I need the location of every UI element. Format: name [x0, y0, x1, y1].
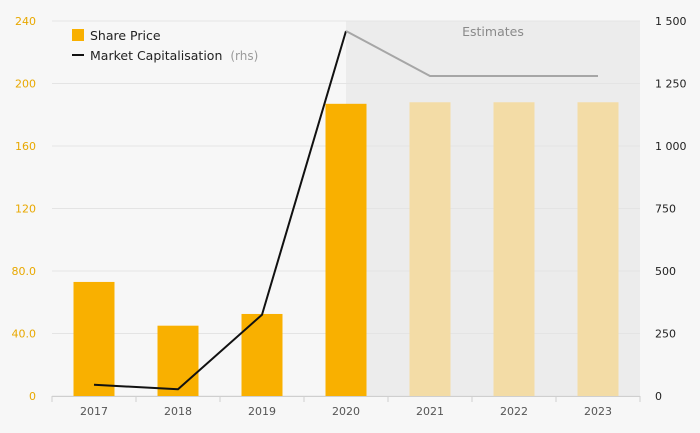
x-axis: 2017 2018 2019 2020 2021 2022 2023 — [51, 396, 641, 418]
y-left-tick-label: 40.0 — [12, 328, 37, 341]
market-cap-line-actual — [93, 30, 347, 391]
legend-market-cap-unit: (rhs) — [230, 49, 258, 63]
y-left-tick-label: 200 — [15, 78, 36, 91]
market-cap-line — [93, 30, 598, 391]
share-price-bar — [325, 103, 367, 396]
x-tick-label: 2017 — [80, 405, 108, 418]
legend: Share Price Market Capitalisation (rhs) — [72, 28, 258, 63]
estimates-label: Estimates — [462, 24, 524, 39]
share-price-bar — [493, 102, 535, 396]
share-price-bar — [73, 281, 115, 396]
x-tick-label: 2018 — [164, 405, 192, 418]
legend-share-price-swatch — [72, 29, 84, 41]
x-tick-label: 2020 — [332, 405, 360, 418]
x-tick-label: 2021 — [416, 405, 444, 418]
legend-market-cap-label: Market Capitalisation (rhs) — [90, 48, 258, 63]
right-axis: 0 250 500 750 1 000 1 250 1 500 — [655, 15, 687, 403]
left-axis: 0 40.0 80.0 120 160 200 240 — [12, 15, 37, 403]
y-left-tick-label: 240 — [15, 15, 36, 28]
y-right-tick-label: 1 000 — [655, 140, 687, 153]
x-tick-label: 2023 — [584, 405, 612, 418]
y-right-tick-label: 1 250 — [655, 78, 687, 91]
y-left-tick-label: 120 — [15, 203, 36, 216]
share-price-bar — [409, 102, 451, 396]
y-right-tick-label: 750 — [655, 203, 676, 216]
y-right-tick-label: 0 — [655, 390, 662, 403]
market-cap-line-estimate — [345, 30, 598, 77]
y-left-tick-label: 80.0 — [12, 265, 37, 278]
y-right-tick-label: 250 — [655, 328, 676, 341]
x-tick-label: 2019 — [248, 405, 276, 418]
y-right-tick-label: 500 — [655, 265, 676, 278]
y-left-tick-label: 160 — [15, 140, 36, 153]
y-right-tick-label: 1 500 — [655, 15, 687, 28]
share-price-bars — [73, 102, 619, 396]
legend-market-cap-name: Market Capitalisation — [90, 48, 222, 63]
x-tick-label: 2022 — [500, 405, 528, 418]
legend-share-price-label: Share Price — [90, 28, 161, 43]
share-price-bar — [577, 102, 619, 396]
y-left-tick-label: 0 — [29, 390, 36, 403]
share-price-bar — [157, 325, 199, 396]
